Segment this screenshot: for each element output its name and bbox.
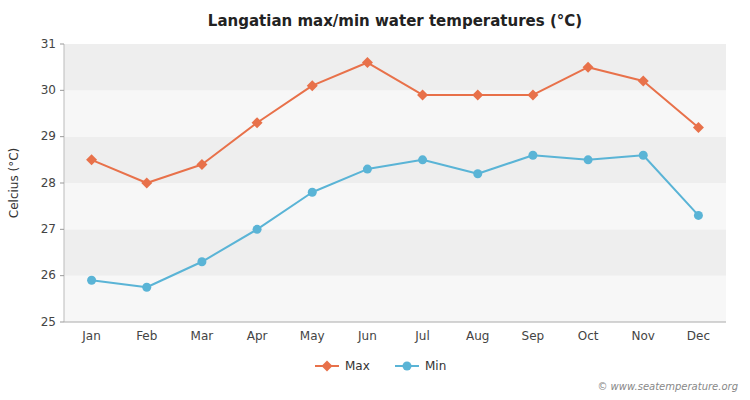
y-tick-label: 25 bbox=[41, 315, 56, 329]
x-tick-label: Apr bbox=[247, 329, 268, 343]
series-marker bbox=[141, 178, 152, 189]
y-tick-label: 30 bbox=[41, 83, 56, 97]
series-marker bbox=[528, 151, 537, 160]
series-marker bbox=[307, 80, 318, 91]
series-marker bbox=[417, 89, 428, 100]
title: Langatian max/min water temperatures (°C… bbox=[208, 12, 582, 30]
legend-label: Max bbox=[345, 359, 370, 373]
series-marker bbox=[584, 155, 593, 164]
y-tick-label: 29 bbox=[41, 129, 56, 143]
x-tick-label: Jan bbox=[81, 329, 101, 343]
y-tick-label: 31 bbox=[41, 37, 56, 51]
series-marker bbox=[473, 169, 482, 178]
series-marker bbox=[197, 257, 206, 266]
watermark: © www.seatemperature.org bbox=[597, 381, 738, 392]
series-marker bbox=[253, 225, 262, 234]
plot-area bbox=[86, 57, 704, 292]
x-tick-label: Jun bbox=[357, 329, 377, 343]
series-marker bbox=[694, 211, 703, 220]
series-marker bbox=[639, 151, 648, 160]
x-tick-label: Aug bbox=[466, 329, 489, 343]
chart-container: 25 26 27 28 29 30 31 Jan Feb Mar Apr May Jun Jul Aug Se… bbox=[0, 0, 750, 400]
x-axis-line bbox=[64, 322, 726, 323]
legend: Max Min bbox=[315, 359, 446, 373]
series-marker bbox=[472, 89, 483, 100]
y-tick-label: 28 bbox=[41, 176, 56, 190]
x-tick-label: May bbox=[300, 329, 325, 343]
y-tick bbox=[60, 136, 64, 137]
series-marker bbox=[693, 122, 704, 133]
series-marker bbox=[87, 276, 96, 285]
series-marker bbox=[527, 89, 538, 100]
band bbox=[64, 276, 726, 322]
x-tick-label: Oct bbox=[578, 329, 599, 343]
series-marker bbox=[363, 165, 372, 174]
series-marker bbox=[196, 159, 207, 170]
y-tick bbox=[60, 183, 64, 184]
band bbox=[64, 90, 726, 136]
series-marker bbox=[418, 155, 427, 164]
legend-label: Min bbox=[425, 359, 446, 373]
series-marker bbox=[252, 117, 263, 128]
y-tick bbox=[60, 90, 64, 91]
series-marker bbox=[362, 57, 373, 68]
x-tick-label: Jul bbox=[414, 329, 429, 343]
band bbox=[64, 44, 726, 90]
y-tick bbox=[60, 322, 64, 323]
legend-marker bbox=[322, 361, 333, 372]
series-marker bbox=[583, 62, 594, 73]
series-marker bbox=[142, 283, 151, 292]
series-line bbox=[92, 155, 699, 287]
legend-marker bbox=[403, 362, 412, 371]
band bbox=[64, 229, 726, 275]
y-tick bbox=[60, 275, 64, 276]
series-marker bbox=[638, 76, 649, 87]
y-tick-label: 26 bbox=[41, 268, 56, 282]
x-tick-label: Feb bbox=[136, 329, 157, 343]
x-tick-label: Nov bbox=[632, 329, 655, 343]
chart-svg: 25 26 27 28 29 30 31 Jan Feb Mar Apr May Jun Jul Aug Se… bbox=[0, 0, 750, 400]
band bbox=[64, 183, 726, 229]
y-tick bbox=[60, 229, 64, 230]
y-tick bbox=[60, 44, 64, 45]
y-tick-label: 27 bbox=[41, 222, 56, 236]
x-tick-label: Mar bbox=[191, 329, 214, 343]
series-marker bbox=[308, 188, 317, 197]
x-tick-label: Dec bbox=[687, 329, 710, 343]
band bbox=[64, 137, 726, 183]
x-tick-label: Sep bbox=[522, 329, 545, 343]
series-marker bbox=[86, 154, 97, 165]
y-axis-label: Celcius (°C) bbox=[7, 148, 21, 218]
